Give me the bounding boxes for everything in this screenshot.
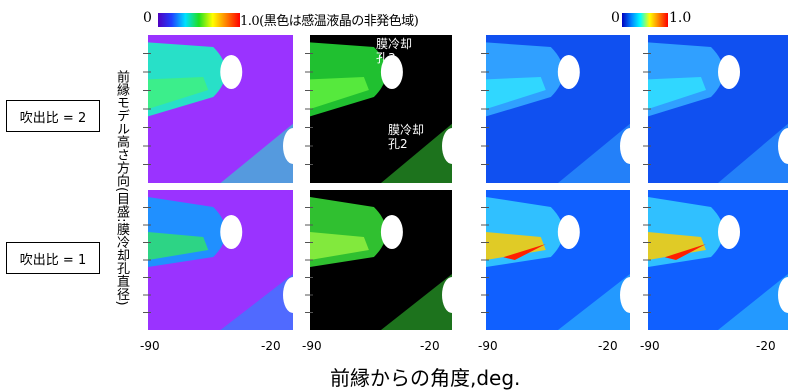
x-tick-label: -90 bbox=[140, 339, 160, 353]
x-tick-label: -90 bbox=[302, 339, 322, 353]
panel-label: 膜冷却 bbox=[376, 37, 412, 51]
heatmap-panel bbox=[143, 190, 303, 330]
panel-label: 膜冷却 bbox=[388, 123, 424, 137]
panels: 膜冷却孔3膜冷却孔2-90-20-90-20-90-20-90-20 bbox=[0, 0, 788, 392]
x-tick-label: -20 bbox=[261, 339, 281, 353]
hole bbox=[558, 215, 580, 249]
figure-page: {"colorbar_left": {"min": "0", "max": "1… bbox=[0, 0, 788, 392]
hole bbox=[620, 128, 640, 164]
hole bbox=[620, 277, 640, 313]
heatmap-panel bbox=[481, 190, 640, 330]
hole bbox=[442, 128, 462, 164]
heatmap-panel bbox=[305, 190, 462, 330]
heatmap-panel bbox=[643, 35, 788, 183]
x-tick-label: -20 bbox=[598, 339, 618, 353]
hole bbox=[442, 277, 462, 313]
x-axis-label: 前縁からの角度,deg. bbox=[330, 362, 520, 391]
panel-label: 孔3 bbox=[376, 51, 396, 65]
hole bbox=[220, 55, 242, 89]
heatmap-panel bbox=[481, 35, 640, 183]
hole bbox=[718, 55, 740, 89]
hole bbox=[283, 277, 303, 313]
heatmap-panel bbox=[643, 190, 788, 330]
x-tick-label: -20 bbox=[756, 339, 776, 353]
hole bbox=[220, 215, 242, 249]
heatmap-panel bbox=[143, 35, 303, 183]
hole bbox=[381, 215, 403, 249]
x-tick-label: -90 bbox=[478, 339, 498, 353]
hole bbox=[558, 55, 580, 89]
hole bbox=[283, 128, 303, 164]
panel-label: 孔2 bbox=[388, 137, 408, 151]
x-tick-label: -90 bbox=[640, 339, 660, 353]
hole bbox=[718, 215, 740, 249]
x-tick-label: -20 bbox=[420, 339, 440, 353]
